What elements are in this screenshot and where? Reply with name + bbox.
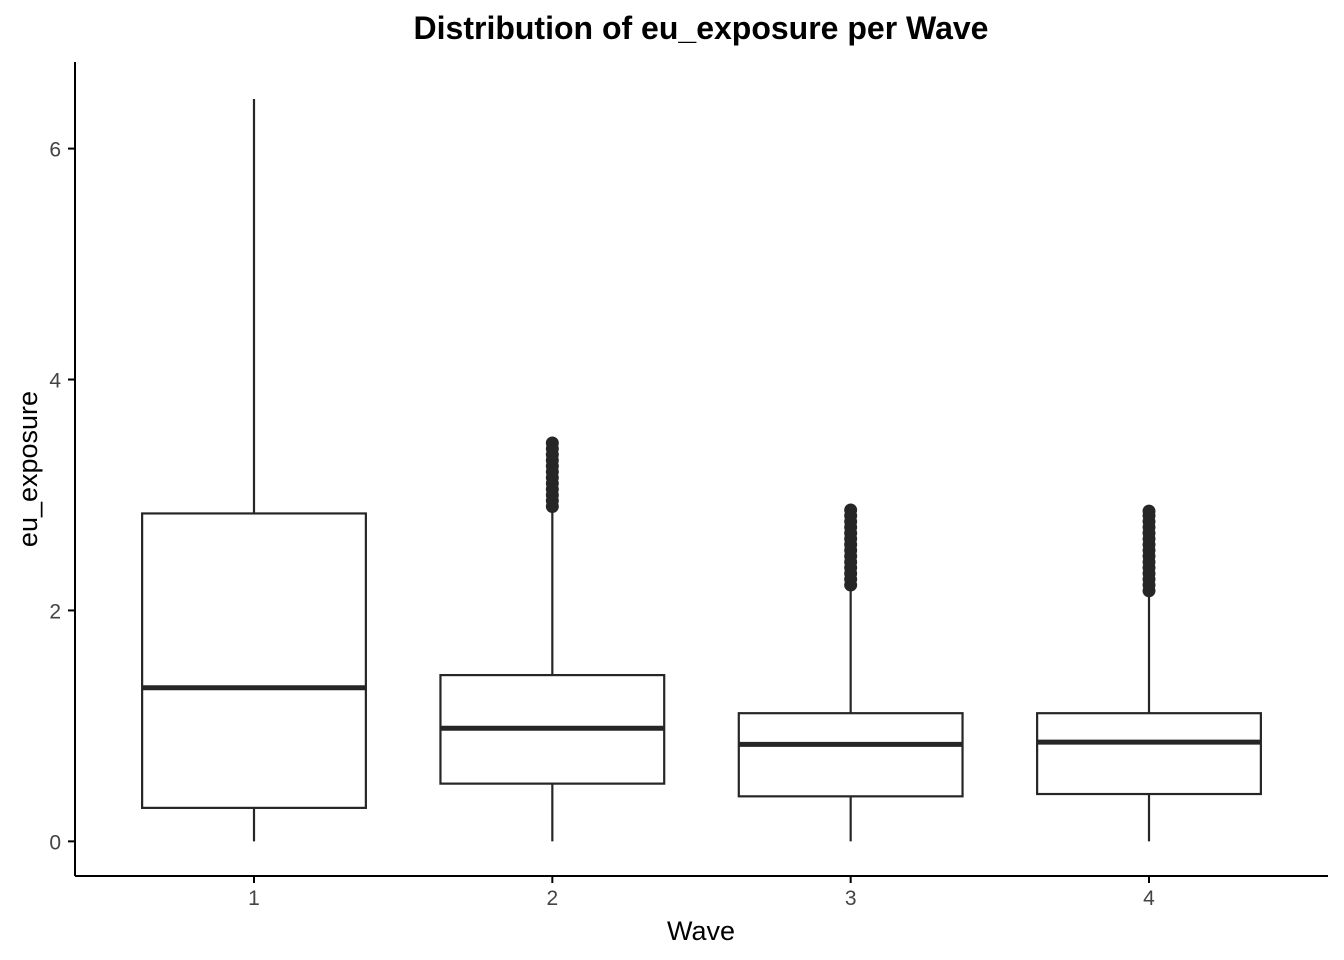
x-tick-label: 1	[248, 887, 260, 910]
box-wave-2	[439, 436, 666, 842]
box-iqr	[1036, 712, 1262, 796]
box-wave-3	[737, 503, 964, 842]
y-tick-label: 0	[49, 831, 61, 854]
chart-title: Distribution of eu_exposure per Wave	[414, 10, 989, 46]
y-tick-label: 4	[49, 370, 61, 393]
x-axis-ticks: 1 2 3 4	[248, 876, 1155, 910]
x-tick-label: 3	[845, 887, 857, 910]
outlier-point	[844, 503, 858, 517]
box-wave-4	[1036, 504, 1262, 842]
box-iqr	[737, 712, 964, 798]
x-tick-label: 4	[1143, 887, 1155, 910]
plot-area	[141, 98, 1262, 842]
y-tick-label: 6	[49, 139, 61, 162]
x-axis-title: Wave	[667, 916, 735, 946]
outlier-point	[1142, 504, 1156, 518]
y-axis-title: eu_exposure	[13, 391, 43, 547]
box-wave-1	[141, 98, 367, 842]
outlier-point	[545, 436, 559, 450]
x-tick-label: 2	[546, 887, 558, 910]
box-iqr	[141, 512, 367, 809]
y-tick-label: 2	[49, 600, 61, 623]
y-axis-ticks: 0 2 4 6	[49, 139, 75, 854]
